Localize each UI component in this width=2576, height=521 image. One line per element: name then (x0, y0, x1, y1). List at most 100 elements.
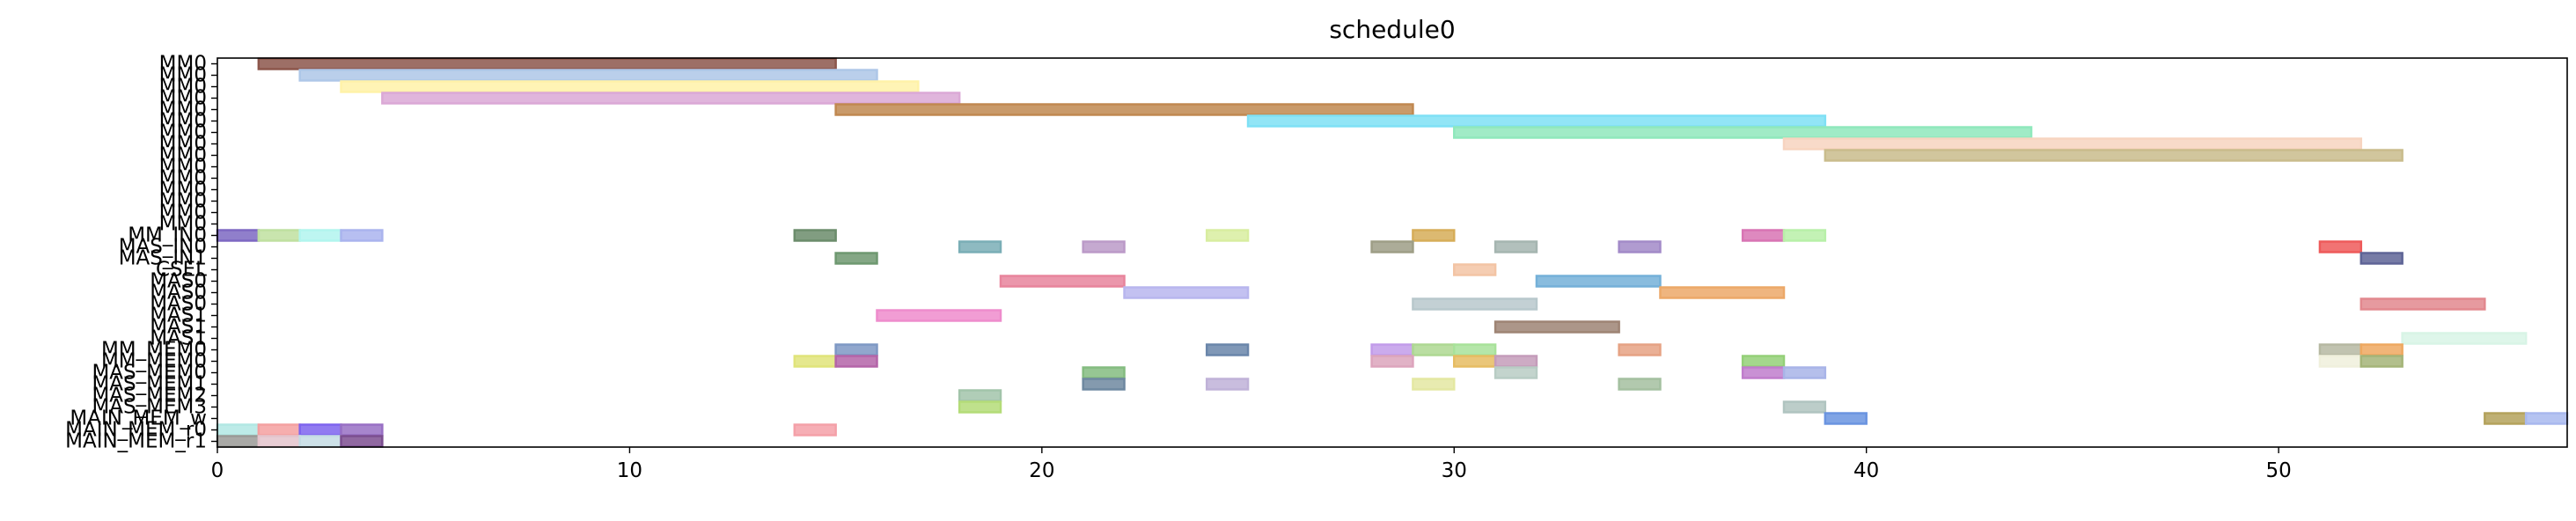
x-tick-label: 20 (1029, 459, 1054, 482)
y-tick-label: MAS1 (150, 327, 207, 350)
task-bar-mas-mem1 (1618, 378, 1662, 391)
y-tick-label: MAS0 (150, 270, 207, 293)
task-bar-mm0 (1824, 149, 2404, 162)
y-tick-label: MAS_MEM1 (92, 373, 207, 396)
x-tick-labels: 0 10 20 30 40 50 (211, 447, 2292, 482)
task-bar-main-mem-r0 (340, 423, 384, 437)
task-bar-main-mem-w (1824, 412, 1868, 425)
x-tick-label: 10 (617, 459, 642, 482)
task-bar-mm-in0 (1741, 229, 1786, 242)
task-bar-mas-mem0 (1493, 366, 1538, 379)
y-tick-label: MM0 (159, 53, 207, 76)
task-bar-main-mem-r0 (257, 423, 301, 437)
task-bar-main-mem-r1 (216, 435, 261, 448)
task-bar-mm0 (1782, 137, 2363, 150)
task-bar-main-mem-r0 (298, 423, 342, 437)
task-bar-mas0 (1535, 275, 1662, 288)
task-bar-mm-in0 (1412, 229, 1456, 242)
y-tick-label: MM_MEM0 (101, 350, 207, 373)
y-tick-label: MAS1 (150, 316, 207, 339)
task-bar-mm-mem0 (834, 355, 878, 368)
task-bar-mm-mem0 (2318, 343, 2363, 356)
task-bar-mas0 (1412, 297, 1538, 311)
task-bar-mm-in0 (340, 229, 384, 242)
x-tick-label: 50 (2265, 459, 2291, 482)
task-bar-mas-in0 (958, 240, 1002, 253)
y-tick-labels: MM0MM0MM0MM0MM0MM0MM0MM0MM0MM0MM0MM0MM0M… (65, 53, 217, 453)
task-bar-mm-mem0 (2318, 355, 2363, 368)
y-tick-label: MAS1 (150, 305, 207, 327)
y-tick-label: MM0 (159, 156, 207, 179)
task-bar-mas-mem1 (1082, 378, 1126, 391)
task-bar-mm-mem0 (793, 355, 837, 368)
y-tick-label: MAS0 (150, 282, 207, 305)
y-tick-label: CSEL (156, 259, 207, 282)
task-bar-mm-in0 (298, 229, 342, 242)
y-tick-label: MM0 (159, 144, 207, 167)
task-bar-mas0 (1659, 286, 1786, 299)
task-bar-main-mem-r1 (340, 435, 384, 448)
y-tick-label: MM0 (159, 76, 207, 99)
task-bar-mm-mem0 (1493, 355, 1538, 368)
task-bar-mm0 (381, 92, 961, 105)
y-tick-label: MM0 (159, 121, 207, 144)
y-tick-label: MM0 (159, 202, 207, 224)
y-tick-label: MAS_MEM0 (92, 362, 207, 385)
task-bar-mas-in0 (1493, 240, 1538, 253)
y-tick-label: MM0 (159, 179, 207, 202)
task-bar-mm0 (257, 57, 837, 70)
task-bar-mm0 (834, 103, 1414, 116)
y-tick-label: MAS_MEM3 (92, 396, 207, 419)
y-tick-label: MAS_MEM2 (92, 385, 207, 407)
task-bar-mm-mem0 (1205, 343, 1250, 356)
task-bar-mm0 (298, 69, 878, 82)
task-bar-mas-in1 (2359, 252, 2404, 265)
x-tick-label: 30 (1442, 459, 1467, 482)
task-bar-mas-in0 (1618, 240, 1662, 253)
task-bar-mm0 (1246, 114, 1827, 128)
task-bar-mas-in1 (834, 252, 878, 265)
y-tick-label: MM0 (159, 133, 207, 156)
y-tick-label: MAIN_MEM_r0 (65, 419, 207, 442)
y-tick-label: MM_IN0 (128, 224, 207, 247)
y-tick-label: MM0 (159, 110, 207, 133)
task-bar-csel (1453, 263, 1497, 276)
task-bar-mas-in0 (1082, 240, 1126, 253)
task-bar-mm-mem0 (2359, 355, 2404, 368)
y-tick-label: MAIN_MEM_w (70, 407, 207, 430)
y-tick-label: MM0 (159, 190, 207, 213)
task-bar-mm-in0 (1205, 229, 1250, 242)
task-bar-mas-mem3 (1782, 400, 1827, 414)
task-bar-mm-in0 (257, 229, 301, 242)
task-bar-mm-mem0 (2359, 343, 2404, 356)
task-bar-mas-mem0 (1082, 366, 1126, 379)
task-bar-mas-mem1 (1412, 378, 1456, 391)
task-bar-mm-mem0 (834, 343, 878, 356)
task-bar-mas-in0 (1370, 240, 1414, 253)
task-bar-mas1 (876, 309, 1002, 322)
task-bar-main-mem-r0 (216, 423, 261, 437)
task-bar-mm0 (340, 80, 920, 93)
plot-area-frame (217, 57, 2568, 448)
task-bar-mm-in0 (793, 229, 837, 242)
bars-layer (216, 57, 2569, 448)
chart-title: schedule0 (1329, 15, 1455, 44)
task-bar-mas-in0 (2318, 240, 2363, 253)
y-tick-label: MM0 (159, 64, 207, 87)
task-bar-main-mem-w (2484, 412, 2528, 425)
task-bar-mm-in0 (216, 229, 261, 242)
x-tick-label: 0 (211, 459, 224, 482)
task-bar-mas1 (2401, 332, 2528, 345)
task-bar-mm-mem0 (1370, 355, 1414, 368)
task-bar-main-mem-w (2524, 412, 2569, 425)
task-bar-mm-mem0 (1370, 343, 1414, 356)
x-tick-label: 40 (1853, 459, 1879, 482)
y-tick-label: MM0 (159, 213, 207, 236)
y-tick-label: MM0 (159, 87, 207, 110)
task-bar-mas0 (1123, 286, 1250, 299)
task-bar-mas-mem0 (1782, 366, 1827, 379)
task-bar-mm0 (1453, 126, 2033, 139)
task-bar-mas0 (999, 275, 1126, 288)
y-tick-label: MM_MEM0 (101, 339, 207, 362)
